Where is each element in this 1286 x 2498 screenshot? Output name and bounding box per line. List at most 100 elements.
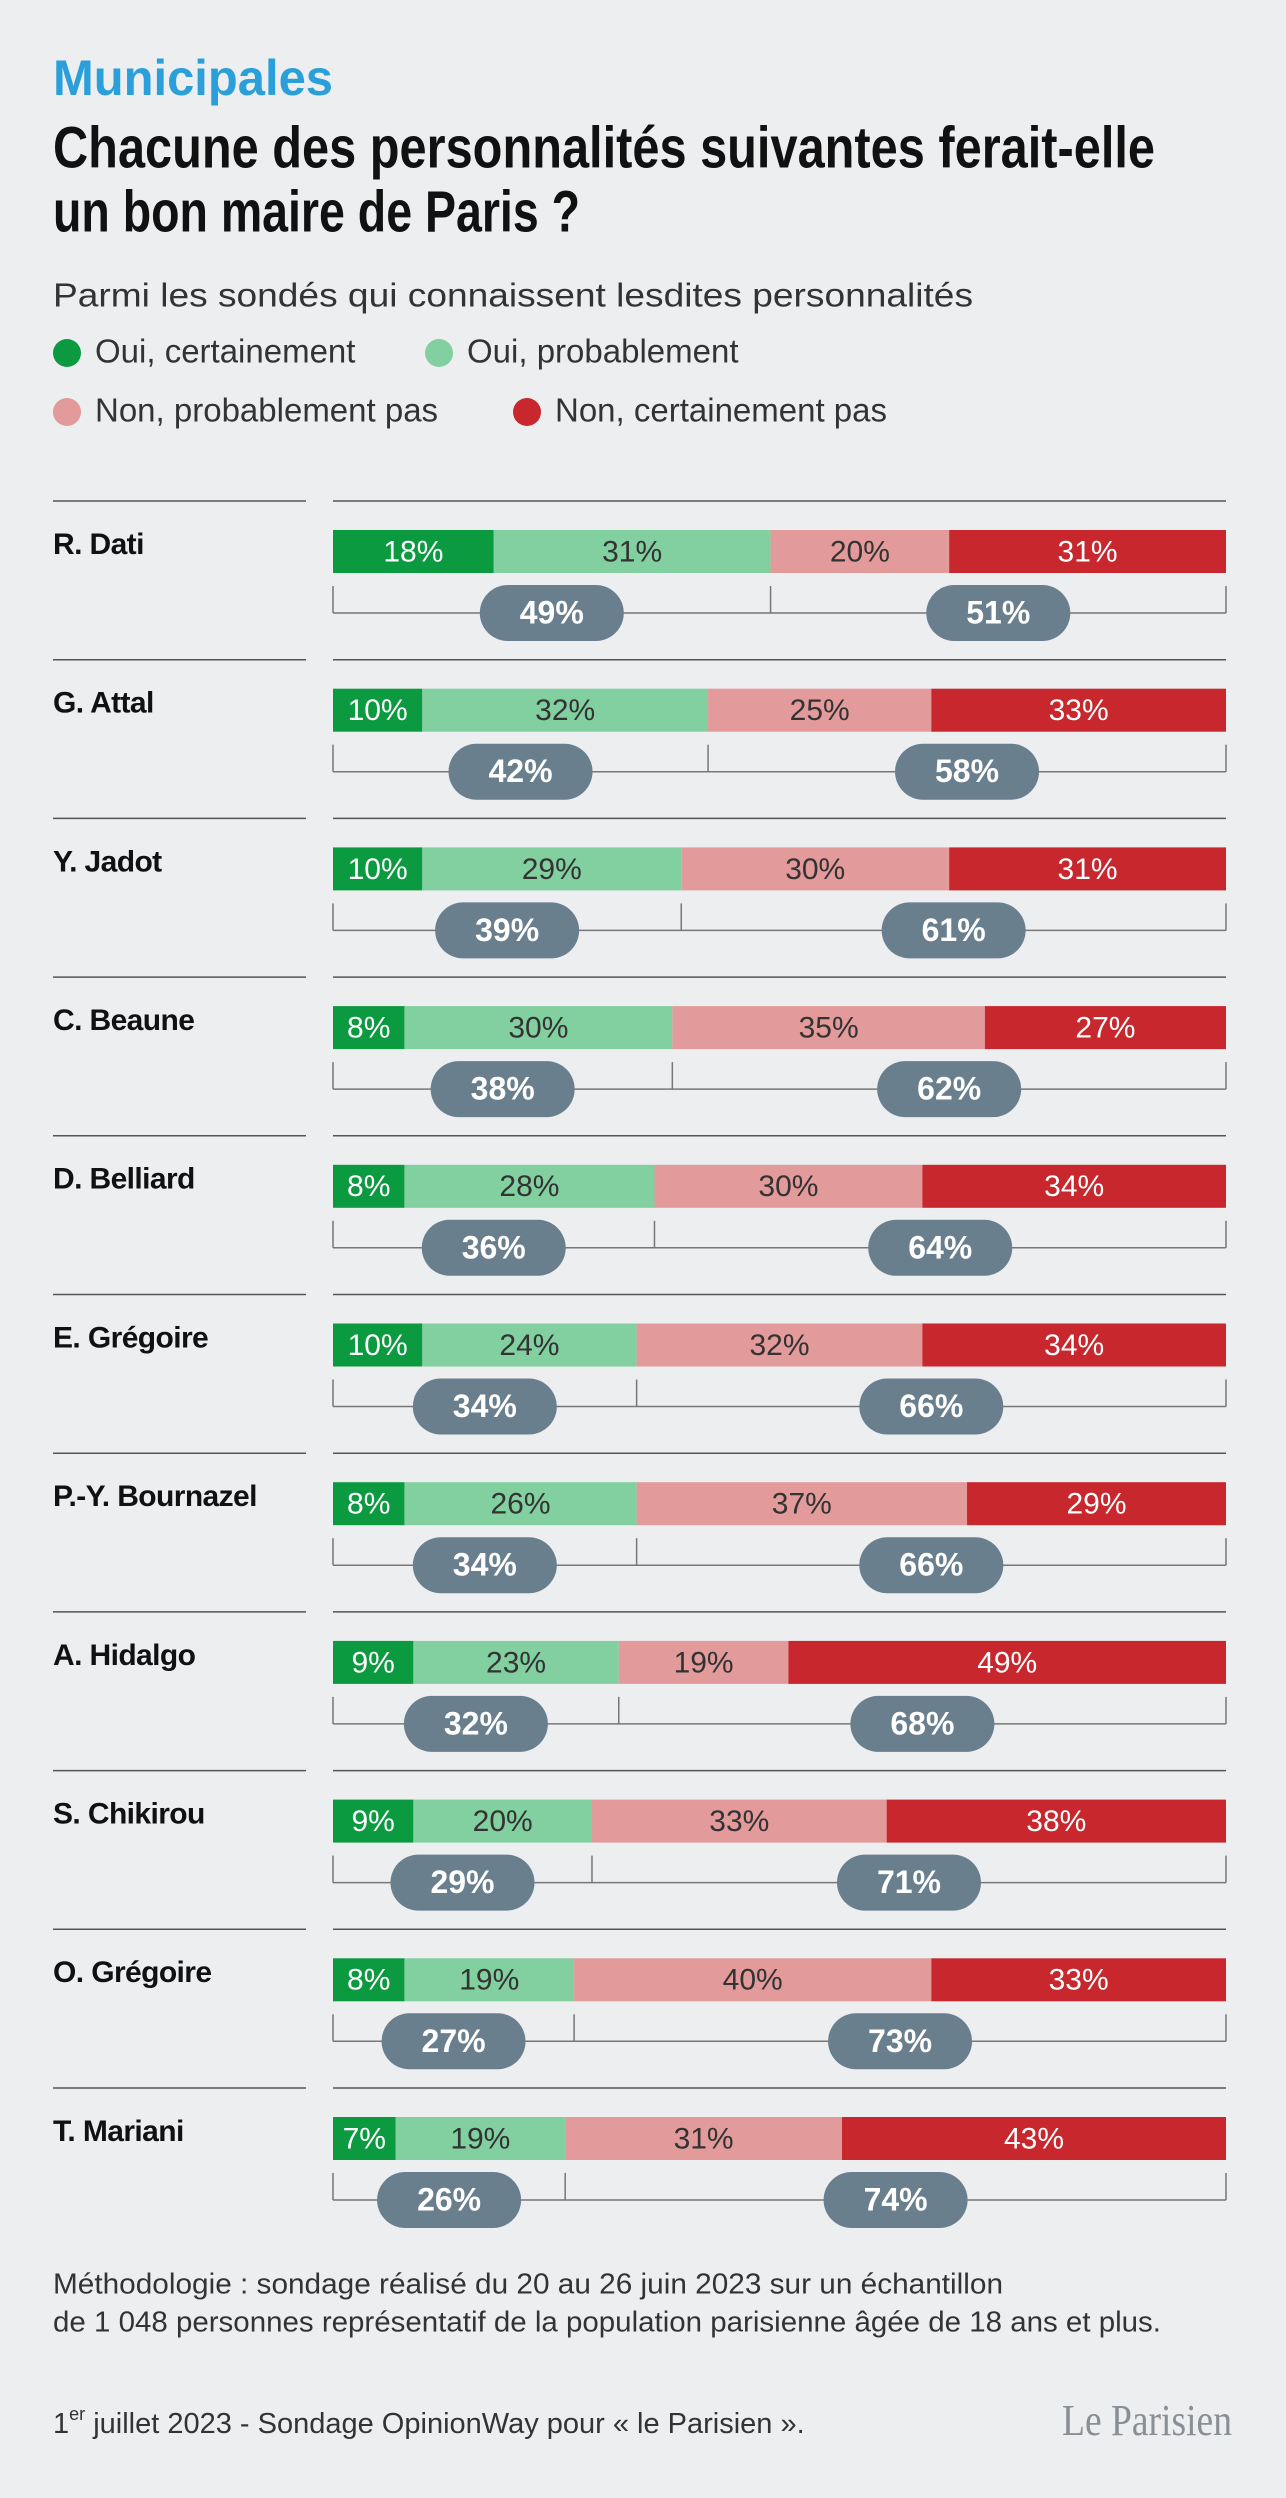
value-label: 30%: [508, 1012, 568, 1045]
value-label: 7%: [343, 2122, 386, 2155]
bar-segment: [618, 1640, 789, 1684]
category-label: A. Hidalgo: [53, 1639, 196, 1672]
total-pill: [828, 2013, 973, 2070]
bar-segment: [636, 1482, 968, 1526]
total-label: 66%: [899, 1388, 963, 1424]
bar-segment: [681, 847, 950, 891]
value-label: 19%: [450, 2122, 510, 2155]
total-label: 68%: [890, 1705, 954, 1741]
value-label: 31%: [1058, 853, 1118, 886]
total-label: 34%: [453, 1388, 517, 1424]
value-label: 34%: [1044, 1170, 1104, 1203]
value-label: 8%: [347, 1170, 390, 1203]
bar-segment: [404, 1006, 673, 1050]
value-label: 31%: [674, 2122, 734, 2155]
value-label: 35%: [799, 1012, 859, 1045]
value-label: 24%: [499, 1329, 559, 1362]
value-label: 10%: [348, 1329, 408, 1362]
bar-segment: [333, 2117, 396, 2160]
bar-segment: [333, 1640, 414, 1684]
kicker: Municipales: [53, 50, 333, 106]
total-label: 36%: [462, 1229, 526, 1265]
value-label: 33%: [1049, 694, 1109, 727]
value-label: 20%: [473, 1805, 533, 1838]
bar-segment: [333, 847, 423, 891]
value-label: 31%: [1058, 535, 1118, 568]
bar-segment: [574, 1958, 932, 2002]
rows: R. Dati 18% 31% 20% 31% 49% 51% G. Attal 10% 32% 2…: [53, 500, 1227, 2228]
value-label: 38%: [1026, 1805, 1086, 1838]
total-pill: [836, 1854, 981, 1911]
subtitle: Parmi les sondés qui connaissent lesdite…: [53, 277, 973, 314]
total-pill: [895, 743, 1040, 800]
bar-segment: [886, 1799, 1226, 1843]
bar-segment: [591, 1799, 887, 1843]
total-pill: [850, 1695, 995, 1752]
bar-segment: [708, 688, 932, 732]
total-label: 73%: [868, 2023, 932, 2059]
value-label: 49%: [977, 1646, 1037, 1679]
value-label: 29%: [522, 853, 582, 886]
total-label: 51%: [966, 594, 1030, 630]
bar-segment: [842, 2117, 1226, 2160]
total-label: 61%: [922, 912, 986, 948]
bar-segment: [984, 1006, 1226, 1050]
total-pill: [859, 1378, 1004, 1435]
bar-segment: [949, 530, 1226, 573]
bar-segment: [922, 1164, 1226, 1208]
bar-segment: [413, 1640, 619, 1684]
bar-segment: [404, 1482, 637, 1526]
value-label: 20%: [830, 535, 890, 568]
bar-segment: [333, 1799, 414, 1843]
title: Chacune des personnalités suivantes fera…: [53, 115, 1155, 180]
total-pill: [430, 1061, 575, 1118]
note: Méthodologie : sondage réalisé du 20 au …: [53, 2269, 1003, 2301]
bar-segment: [654, 1164, 923, 1208]
bar-segment: [422, 1323, 637, 1367]
bar-segment: [493, 530, 771, 573]
bar-segment: [333, 1006, 405, 1050]
legend-swatch: [425, 339, 453, 367]
logo: Le Parisien: [1062, 2396, 1232, 2445]
bar-segment: [422, 688, 709, 732]
bar-segment: [565, 2117, 843, 2160]
bar-segment: [333, 1164, 405, 1208]
value-label: 37%: [772, 1488, 832, 1521]
value-label: 8%: [347, 1964, 390, 1997]
value-label: 19%: [674, 1646, 734, 1679]
value-label: 8%: [347, 1012, 390, 1045]
value-label: 28%: [499, 1170, 559, 1203]
bar-segment: [422, 847, 682, 891]
value-label: 40%: [723, 1964, 783, 1997]
total-pill: [823, 2172, 968, 2228]
total-label: 66%: [899, 1547, 963, 1583]
value-label: 43%: [1004, 2122, 1064, 2155]
source-text: juillet 2023 - Sondage OpinionWay pour «…: [85, 2408, 805, 2440]
value-label: 10%: [348, 694, 408, 727]
bar-segment: [636, 1323, 923, 1367]
legend-label: Oui, probablement: [467, 333, 739, 370]
bar-segment: [967, 1482, 1226, 1526]
value-label: 9%: [352, 1646, 395, 1679]
bar-segment: [333, 530, 494, 573]
total-label: 27%: [422, 2023, 486, 2059]
total-label: 64%: [908, 1229, 972, 1265]
bar-segment: [949, 847, 1226, 891]
total-pill: [868, 1219, 1013, 1276]
category-label: R. Dati: [53, 528, 144, 561]
category-label: G. Attal: [53, 687, 154, 720]
total-label: 71%: [877, 1864, 941, 1900]
value-label: 10%: [348, 853, 408, 886]
category-label: O. Grégoire: [53, 1956, 211, 1989]
total-label: 62%: [917, 1071, 981, 1107]
category-label: T. Mariani: [53, 2115, 184, 2148]
legend-label: Non, certainement pas: [555, 392, 887, 429]
total-label: 42%: [489, 753, 553, 789]
legend-swatch: [513, 398, 541, 426]
source: 1er juillet 2023 - Sondage OpinionWay po…: [53, 2404, 805, 2440]
legend-label: Oui, certainement: [95, 333, 355, 370]
bar-segment: [770, 530, 950, 573]
value-label: 18%: [383, 535, 443, 568]
bar-segment: [931, 688, 1226, 732]
